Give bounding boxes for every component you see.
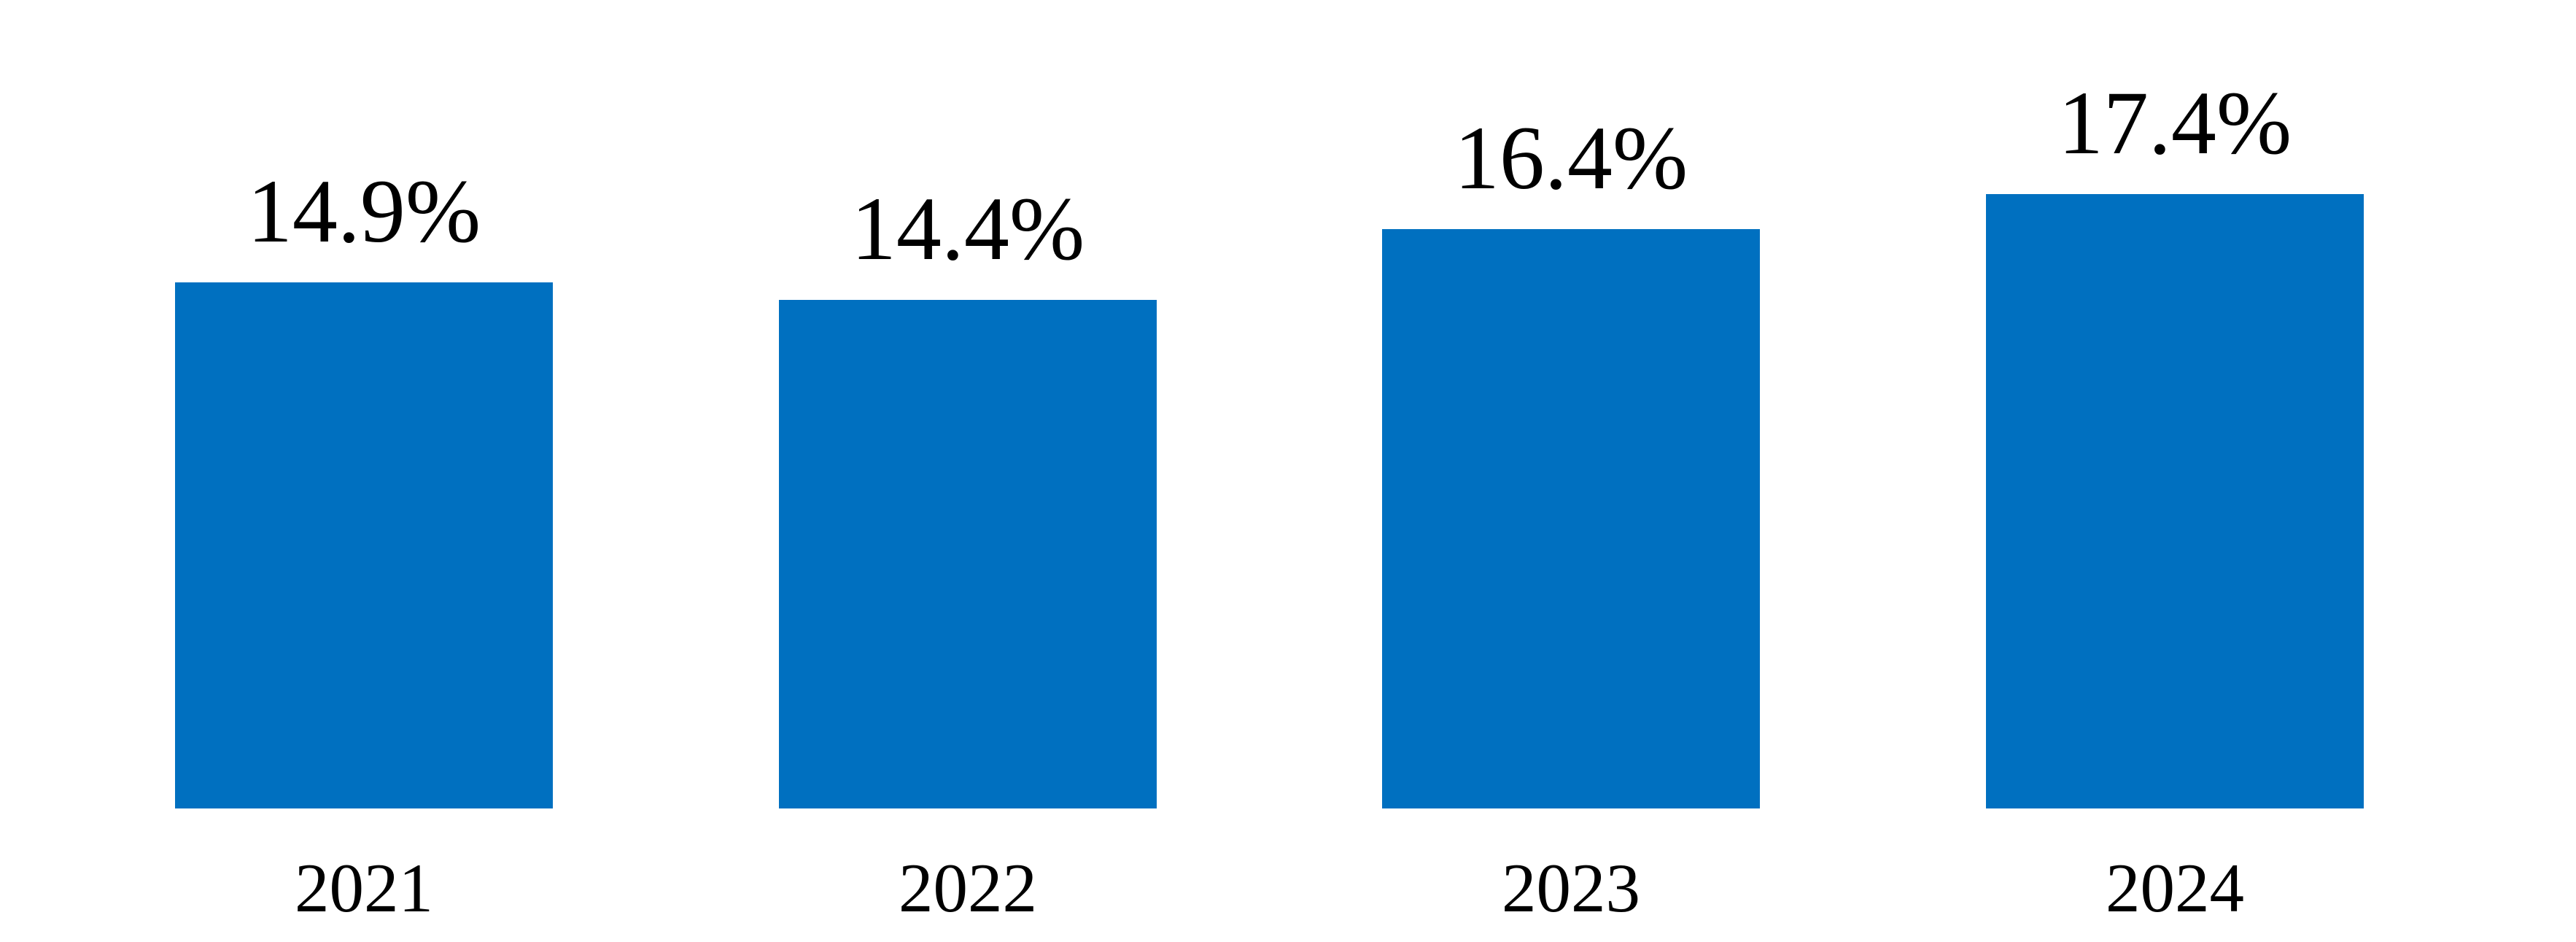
bar-2021 — [175, 282, 553, 808]
bar-2022 — [779, 300, 1157, 808]
value-label-2022: 14.4% — [850, 179, 1085, 279]
value-label-2023: 16.4% — [1454, 108, 1688, 208]
axis-category-label-2024: 2024 — [2106, 849, 2244, 927]
bar-group-2023: 16.4% 2023 — [1382, 108, 1760, 923]
value-label-2021: 14.9% — [247, 161, 481, 261]
bar-group-2024: 17.4% 2024 — [1986, 73, 2364, 923]
axis-category-label-2021: 2021 — [295, 849, 433, 927]
axis-category-label-2022: 2022 — [899, 849, 1037, 927]
value-label-2024: 17.4% — [2057, 73, 2292, 173]
axis-category-label-2023: 2023 — [1502, 849, 1640, 927]
bar-group-2021: 14.9% 2021 — [175, 161, 553, 923]
bar-group-2022: 14.4% 2022 — [779, 179, 1157, 923]
bar-2023 — [1382, 229, 1760, 808]
bar-2024 — [1986, 194, 2364, 808]
